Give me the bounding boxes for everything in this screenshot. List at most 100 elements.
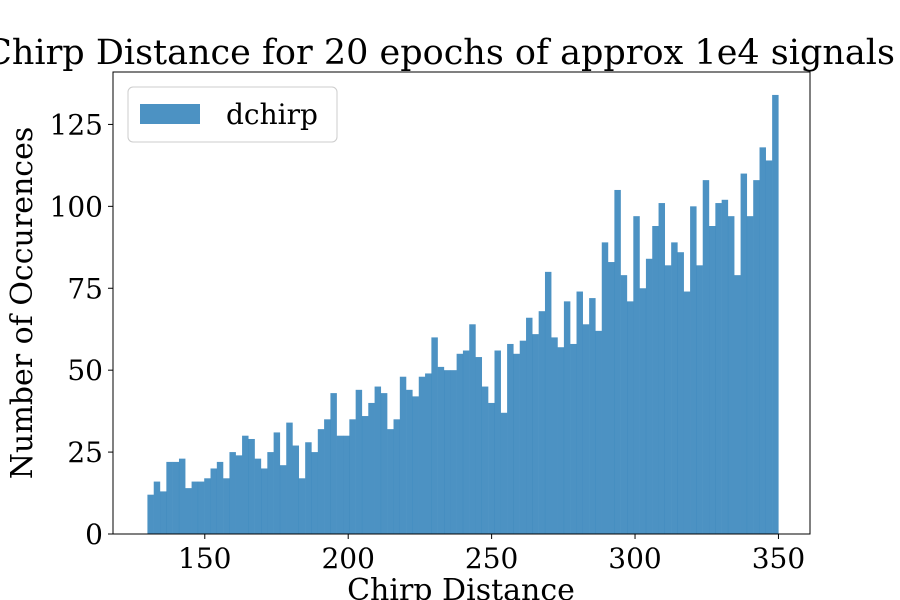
histogram-bar: [620, 275, 628, 534]
histogram-bar: [160, 491, 167, 534]
legend-box: [127, 86, 338, 143]
histogram-bar: [469, 324, 476, 534]
histogram-bar: [317, 429, 325, 534]
histogram-bar: [570, 343, 577, 534]
y-tick-label: 50: [67, 354, 103, 387]
histogram-bar: [298, 478, 306, 534]
histogram-bar: [721, 199, 729, 535]
histogram-bar: [494, 350, 501, 534]
bars-group: [147, 94, 779, 535]
histogram-bar: [267, 452, 274, 534]
histogram-bar: [544, 271, 552, 534]
histogram-bar: [178, 458, 186, 534]
histogram-bar: [197, 481, 205, 534]
histogram-bar: [172, 461, 180, 534]
chart-title: Chirp Distance for 20 epochs of approx 1…: [0, 33, 895, 73]
histogram-bar: [753, 180, 760, 534]
histogram-bar: [481, 386, 489, 534]
histogram-bar: [223, 478, 230, 534]
histogram-bar: [551, 337, 558, 534]
histogram-bar: [652, 226, 659, 534]
histogram-bar: [507, 343, 514, 534]
x-tick-label: 150: [178, 542, 231, 575]
histogram-bar: [279, 465, 287, 534]
histogram-bar: [740, 173, 748, 534]
x-axis-label: Chirp Distance: [347, 573, 575, 600]
y-tick-label: 100: [50, 190, 103, 223]
histogram-bar: [229, 452, 236, 534]
histogram-bar: [627, 301, 634, 534]
legend-label: dchirp: [226, 98, 318, 131]
histogram-bar: [153, 481, 161, 534]
histogram-bar: [702, 180, 710, 534]
y-tick-label: 25: [67, 436, 103, 469]
histogram-bar: [683, 291, 691, 534]
histogram-bar: [380, 393, 388, 534]
histogram-bar: [418, 376, 426, 534]
histogram-bar: [658, 203, 666, 534]
histogram-bar: [393, 419, 400, 534]
histogram-bar: [355, 389, 363, 534]
histogram-bar: [645, 258, 653, 534]
histogram-bar: [765, 160, 773, 534]
histogram-bar: [715, 203, 722, 534]
histogram-bar: [488, 402, 495, 534]
histogram-bar: [254, 458, 262, 534]
histogram-bar: [185, 488, 192, 534]
histogram-bar: [399, 376, 407, 534]
x-axis: 150 200 250 300 350: [178, 534, 805, 575]
histogram-bar: [349, 419, 356, 534]
histogram-bar: [437, 366, 445, 534]
histogram-bar: [563, 301, 571, 534]
histogram-bar: [444, 370, 451, 534]
histogram-bar: [601, 242, 609, 534]
histogram-bar: [406, 389, 413, 534]
legend-swatch: [140, 104, 200, 124]
histogram-bar: [336, 435, 344, 534]
histogram-bar: [677, 252, 684, 534]
histogram-bar: [595, 330, 602, 534]
histogram-bar: [456, 353, 464, 534]
x-tick-label: 300: [608, 542, 661, 575]
histogram-bar: [639, 288, 647, 534]
histogram-bar: [576, 291, 583, 534]
histogram-bar: [582, 324, 590, 534]
histogram-bar: [519, 340, 527, 534]
plot-frame: [112, 71, 811, 535]
y-axis-label: Number of Occurences: [5, 127, 40, 479]
histogram-bar: [734, 275, 741, 534]
histogram-bar: [324, 419, 331, 534]
histogram-bar: [311, 452, 318, 534]
x-tick-label: 350: [752, 542, 805, 575]
histogram-bar: [526, 317, 533, 534]
histogram-bar: [261, 468, 268, 534]
histogram-bar: [608, 262, 615, 534]
y-tick-label: 125: [50, 108, 103, 141]
histogram-bar: [147, 494, 154, 534]
histogram-bar: [166, 461, 173, 534]
histogram-bar: [374, 386, 382, 534]
y-tick-label: 0: [85, 518, 103, 551]
histogram-bar: [425, 373, 432, 534]
histogram-bar: [709, 226, 716, 534]
histogram-bar: [772, 94, 779, 534]
histogram-bar: [248, 438, 255, 534]
histogram-bar: [242, 435, 249, 534]
histogram-bar: [216, 461, 224, 534]
histogram-bar: [343, 435, 350, 534]
histogram-bar: [589, 298, 596, 534]
histogram-bar: [361, 416, 369, 534]
histogram-bar: [210, 468, 217, 534]
histogram-bar: [690, 206, 697, 534]
histogram-bar: [513, 353, 520, 534]
histogram-bar: [696, 265, 703, 534]
histogram-bar: [431, 337, 438, 534]
y-tick-label: 75: [67, 272, 103, 305]
histogram-bar: [671, 242, 678, 534]
histogram-bar: [387, 429, 394, 534]
histogram-bar: [450, 370, 457, 534]
histogram-bar: [664, 265, 672, 534]
histogram-bar: [305, 442, 312, 534]
histogram-bar: [235, 455, 243, 534]
